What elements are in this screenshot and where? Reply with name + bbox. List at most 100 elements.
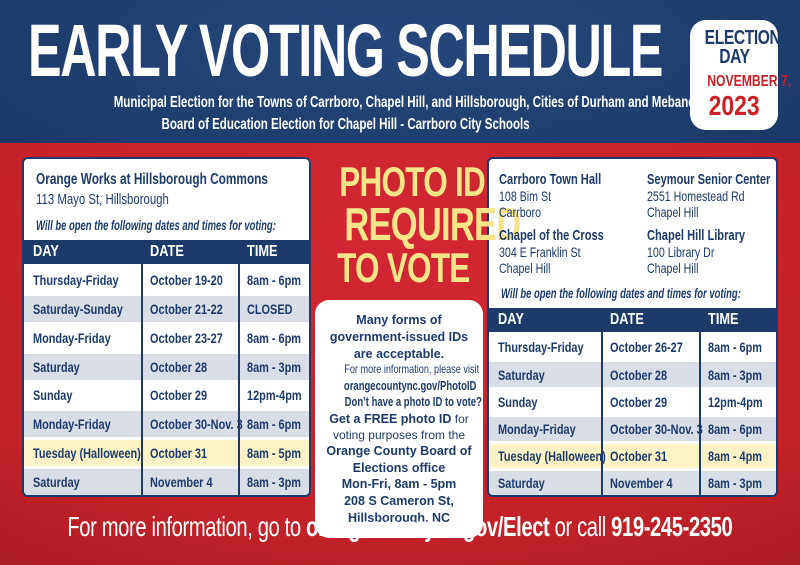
location-item: Chapel of the Cross 304 E Franklin St Ch… — [499, 227, 641, 276]
location-city: Chapel Hill — [646, 204, 699, 221]
headline-line-3: TO VOTE — [337, 244, 470, 292]
date-cell: November 4 — [609, 474, 673, 491]
day-cell: Saturday — [33, 474, 80, 491]
location-name: Carrboro Town Hall — [499, 171, 602, 188]
table-header-row: DAY DATE TIME — [24, 240, 309, 264]
subtitle-line-2: Board of Education Election for Chapel H… — [161, 116, 531, 134]
day-cell: Sunday — [498, 393, 538, 410]
date-cell: October 26-27 — [609, 339, 683, 356]
info-paragraph-no-id: Don’t have a photo ID to vote? — [344, 395, 482, 410]
page-title: EARLY VOTING SCHEDULE — [28, 9, 663, 92]
column-divider — [237, 264, 240, 495]
site-info: Orange Works at Hillsborough Commons 113… — [24, 159, 309, 208]
location-address: 108 Bim St — [499, 188, 552, 204]
day-cell: Sunday — [33, 387, 73, 404]
election-day-label: ELECTION DAY — [704, 27, 781, 68]
time-cell: 8am - 3pm — [707, 474, 762, 491]
location-city: Chapel Hill — [499, 260, 551, 277]
footer: For more information, go to orangecounty… — [0, 503, 800, 551]
headline-line-1: PHOTO ID — [339, 158, 485, 205]
office-city: Hillsborough, NC — [347, 510, 451, 525]
day-header: DAY — [498, 311, 524, 329]
photo-id-column: PHOTO ID REQUIRED TO VOTE Many forms of … — [315, 157, 521, 539]
location-name: Chapel Hill Library — [646, 227, 745, 245]
footer-info-text: For more information, go to orangecounty… — [67, 511, 733, 542]
day-cell: Saturday-Sunday — [33, 300, 123, 317]
right-schedule-table: DAY DATE TIME Thursday-Friday October 26… — [489, 308, 776, 495]
time-cell: 8am - 6pm — [707, 420, 762, 437]
time-cell: 8am - 6pm — [246, 271, 301, 288]
open-note: Will be open the following dates and tim… — [501, 286, 741, 302]
day-cell: Monday-Friday — [498, 420, 576, 437]
day-header: DAY — [33, 243, 59, 260]
date-header: DATE — [609, 311, 644, 329]
day-cell: Monday-Friday — [33, 416, 111, 433]
content-area: Orange Works at Hillsborough Commons 113… — [22, 157, 778, 539]
table-body: Thursday-Friday October 26-27 8am - 6pm … — [489, 332, 776, 495]
time-cell: 8am - 3pm — [707, 366, 762, 383]
date-cell: October 30-Nov. 3 — [149, 416, 243, 433]
table-row: Sunday October 29 12pm-4pm — [489, 386, 776, 414]
location-address: 100 Library Dr — [646, 244, 715, 261]
time-cell: 8am - 3pm — [246, 474, 301, 491]
office-street: 208 S Cameron St, — [344, 493, 454, 508]
election-date: NOVEMBER 7, 2023 — [707, 73, 792, 121]
day-cell: Thursday-Friday — [33, 271, 119, 288]
info-paragraph-acceptable-ids: Many forms of government-issued IDs are … — [329, 313, 469, 361]
column-divider — [140, 264, 143, 495]
left-schedule-table: DAY DATE TIME Thursday-Friday October 19… — [24, 240, 309, 495]
time-cell: 12pm-4pm — [707, 393, 763, 410]
date-cell: October 28 — [149, 358, 207, 375]
location-city: Carrboro — [499, 204, 541, 221]
table-row: Saturday October 28 8am - 3pm — [489, 359, 776, 387]
table-row: Saturday November 4 8am - 3pm — [489, 467, 776, 495]
time-cell: 8am - 5pm — [246, 445, 301, 462]
table-row-halloween: Tuesday (Halloween) October 31 8am - 4pm — [489, 440, 776, 468]
table-row: Saturday October 28 8am - 3pm — [24, 350, 309, 380]
website-link: orangecountync.gov/Elect — [306, 511, 550, 542]
table-row: Thursday-Friday October 19-20 8am - 6pm — [24, 264, 309, 293]
table-row: Saturday November 4 8am - 3pm — [24, 466, 309, 495]
location-address: 2551 Homestead Rd — [646, 188, 745, 204]
subtitle-line-1: Municipal Election for the Towns of Carr… — [113, 94, 699, 111]
table-header-row: DAY DATE TIME — [489, 308, 776, 333]
location-city: Chapel Hill — [646, 260, 699, 277]
location-name: Chapel of the Cross — [499, 227, 604, 245]
column-divider — [600, 332, 603, 495]
location-address: 304 E Franklin St — [499, 244, 581, 261]
time-cell: 8am - 6pm — [246, 329, 301, 346]
date-cell: November 4 — [149, 474, 213, 491]
date-cell: October 31 — [149, 445, 207, 462]
day-cell: Saturday — [498, 474, 545, 491]
day-cell: Thursday-Friday — [498, 339, 584, 356]
date-cell: October 23-27 — [149, 329, 223, 346]
photo-id-info-box: Many forms of government-issued IDs are … — [315, 300, 483, 539]
phone-number: 919-245-2350 — [611, 511, 733, 542]
hillsborough-site-panel: Orange Works at Hillsborough Commons 113… — [22, 157, 311, 497]
info-paragraph-more-info: For more information, please visit orang… — [323, 362, 479, 394]
locations-grid: Carrboro Town Hall 108 Bim St Carrboro S… — [489, 159, 776, 276]
time-cell: 8am - 3pm — [246, 358, 301, 375]
day-cell: Tuesday (Halloween) — [498, 447, 606, 464]
location-name: Seymour Senior Center — [646, 171, 771, 188]
table-row: Sunday October 29 12pm-4pm — [24, 379, 309, 409]
day-cell: Saturday — [33, 358, 80, 375]
photo-id-headline: PHOTO ID REQUIRED TO VOTE — [315, 157, 521, 292]
header-banner: EARLY VOTING SCHEDULE Municipal Election… — [0, 0, 800, 143]
site-address: 113 Mayo St, Hillsborough — [36, 191, 169, 208]
office-hours: Mon-Fri, 8am - 5pm — [341, 477, 457, 492]
time-cell: 8am - 4pm — [707, 447, 762, 464]
location-item: Seymour Senior Center 2551 Homestead Rd … — [646, 171, 776, 221]
time-cell: 8am - 6pm — [707, 339, 762, 356]
headline-line-2: REQUIRED — [344, 198, 521, 251]
table-row: Saturday-Sunday October 21-22 CLOSED — [24, 292, 309, 322]
day-cell: Saturday — [498, 366, 545, 383]
table-row: Monday-Friday October 30-Nov. 3 8am - 6p… — [489, 413, 776, 441]
time-header: TIME — [246, 243, 278, 260]
date-cell: October 28 — [609, 366, 667, 383]
table-row-halloween: Tuesday (Halloween) October 31 8am - 5pm — [24, 437, 309, 467]
location-item: Chapel Hill Library 100 Library Dr Chape… — [646, 227, 776, 277]
election-day-badge: ELECTION DAY NOVEMBER 7, 2023 — [690, 20, 792, 130]
time-cell: 8am - 6pm — [246, 416, 301, 433]
